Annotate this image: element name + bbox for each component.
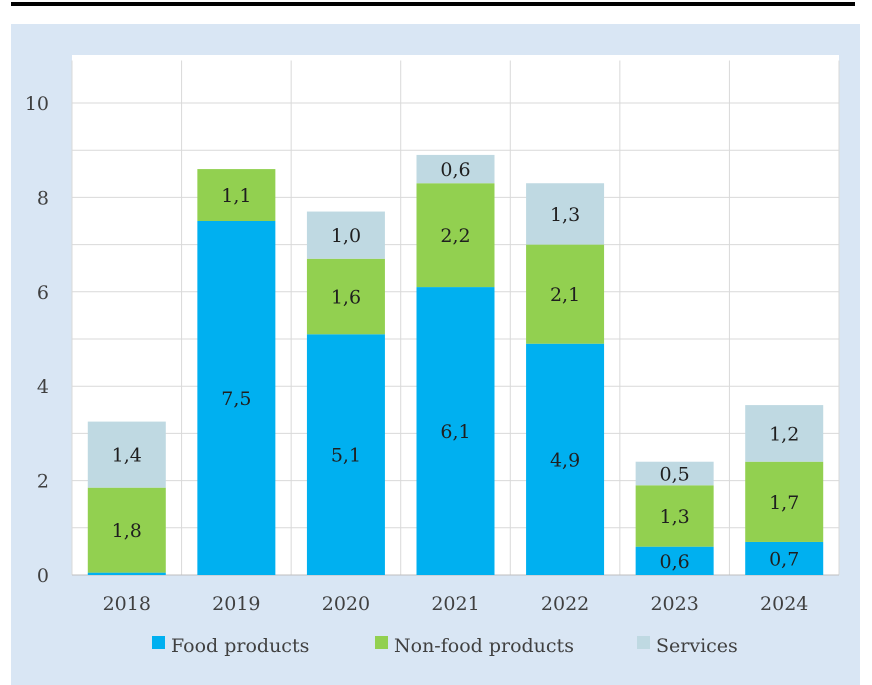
x-tick-label: 2023: [650, 593, 698, 615]
data-label: 0,6: [660, 551, 690, 573]
bar-segment: [416, 183, 495, 288]
bar-segment: [745, 461, 824, 542]
data-label: 7,5: [221, 388, 251, 410]
legend: Food products Non-food products Services: [152, 635, 738, 657]
bar-segment: [87, 421, 166, 488]
data-label: 0,6: [440, 159, 470, 181]
x-tick-label: 2022: [541, 593, 589, 615]
bar-segment: [197, 221, 276, 575]
data-label: 1,7: [769, 492, 799, 514]
data-label: 1,2: [769, 423, 799, 445]
y-tick-label: 8: [37, 187, 49, 209]
bar-segment: [416, 287, 495, 575]
bar-segment: [526, 343, 605, 575]
x-tick-label: 2024: [760, 593, 808, 615]
data-label: 1,6: [331, 287, 361, 309]
x-tick-label: 2021: [431, 593, 479, 615]
bar-segment: [745, 405, 824, 462]
bar-segment: [306, 258, 385, 335]
y-tick-label: 4: [37, 376, 49, 398]
x-tick-label: 2020: [322, 593, 370, 615]
bar-segment: [635, 461, 714, 486]
legend-label: Services: [656, 635, 738, 657]
data-label: 1,0: [331, 225, 361, 247]
data-label: 1,4: [112, 445, 142, 467]
legend-swatch: [375, 636, 388, 649]
data-label: 1,8: [112, 520, 142, 542]
bar-segment: [306, 211, 385, 259]
x-axis-ticks: 2018 2019 2020 2021 2022 2023 2024: [103, 593, 809, 615]
bar-segment: [416, 154, 495, 184]
legend-label: Food products: [171, 635, 309, 657]
legend-label: Non-food products: [394, 635, 574, 657]
bar-segment: [526, 244, 605, 344]
bar-segment: [87, 487, 166, 573]
x-tick-label: 2019: [212, 593, 260, 615]
bar-segment: [526, 183, 605, 245]
data-label: 1,1: [221, 185, 251, 207]
data-label: 2,1: [550, 284, 580, 306]
data-label: 0,5: [660, 464, 690, 486]
y-tick-label: 6: [37, 282, 49, 304]
data-label: 2,2: [440, 225, 470, 247]
data-label: 0,7: [769, 548, 799, 570]
bar-segment: [306, 334, 385, 575]
y-axis-ticks: 0 2 4 6 8 10: [25, 93, 49, 587]
data-label: 5,1: [331, 445, 361, 467]
bar-segment: [635, 546, 714, 575]
bar-series: [87, 154, 824, 575]
data-label: 1,3: [660, 506, 690, 528]
legend-swatch: [152, 636, 165, 649]
data-label: 6,1: [440, 421, 470, 443]
y-tick-label: 0: [37, 565, 49, 587]
bar-segment: [635, 485, 714, 547]
bar-segment: [197, 169, 276, 221]
bar-segment: [745, 541, 824, 575]
data-label: 1,3: [550, 204, 580, 226]
y-tick-label: 2: [37, 471, 49, 493]
x-tick-label: 2018: [103, 593, 151, 615]
top-rule: [11, 2, 855, 6]
bar-segment: [87, 572, 166, 575]
y-tick-label: 10: [25, 93, 49, 115]
data-labels: 1,8 1,4 7,5 1,1 5,1 1,6 1,0 6,1 2,2 0,6 4,9 2,1 1,3 0…: [112, 159, 800, 573]
data-label: 4,9: [550, 449, 580, 471]
legend-swatch: [637, 636, 650, 649]
